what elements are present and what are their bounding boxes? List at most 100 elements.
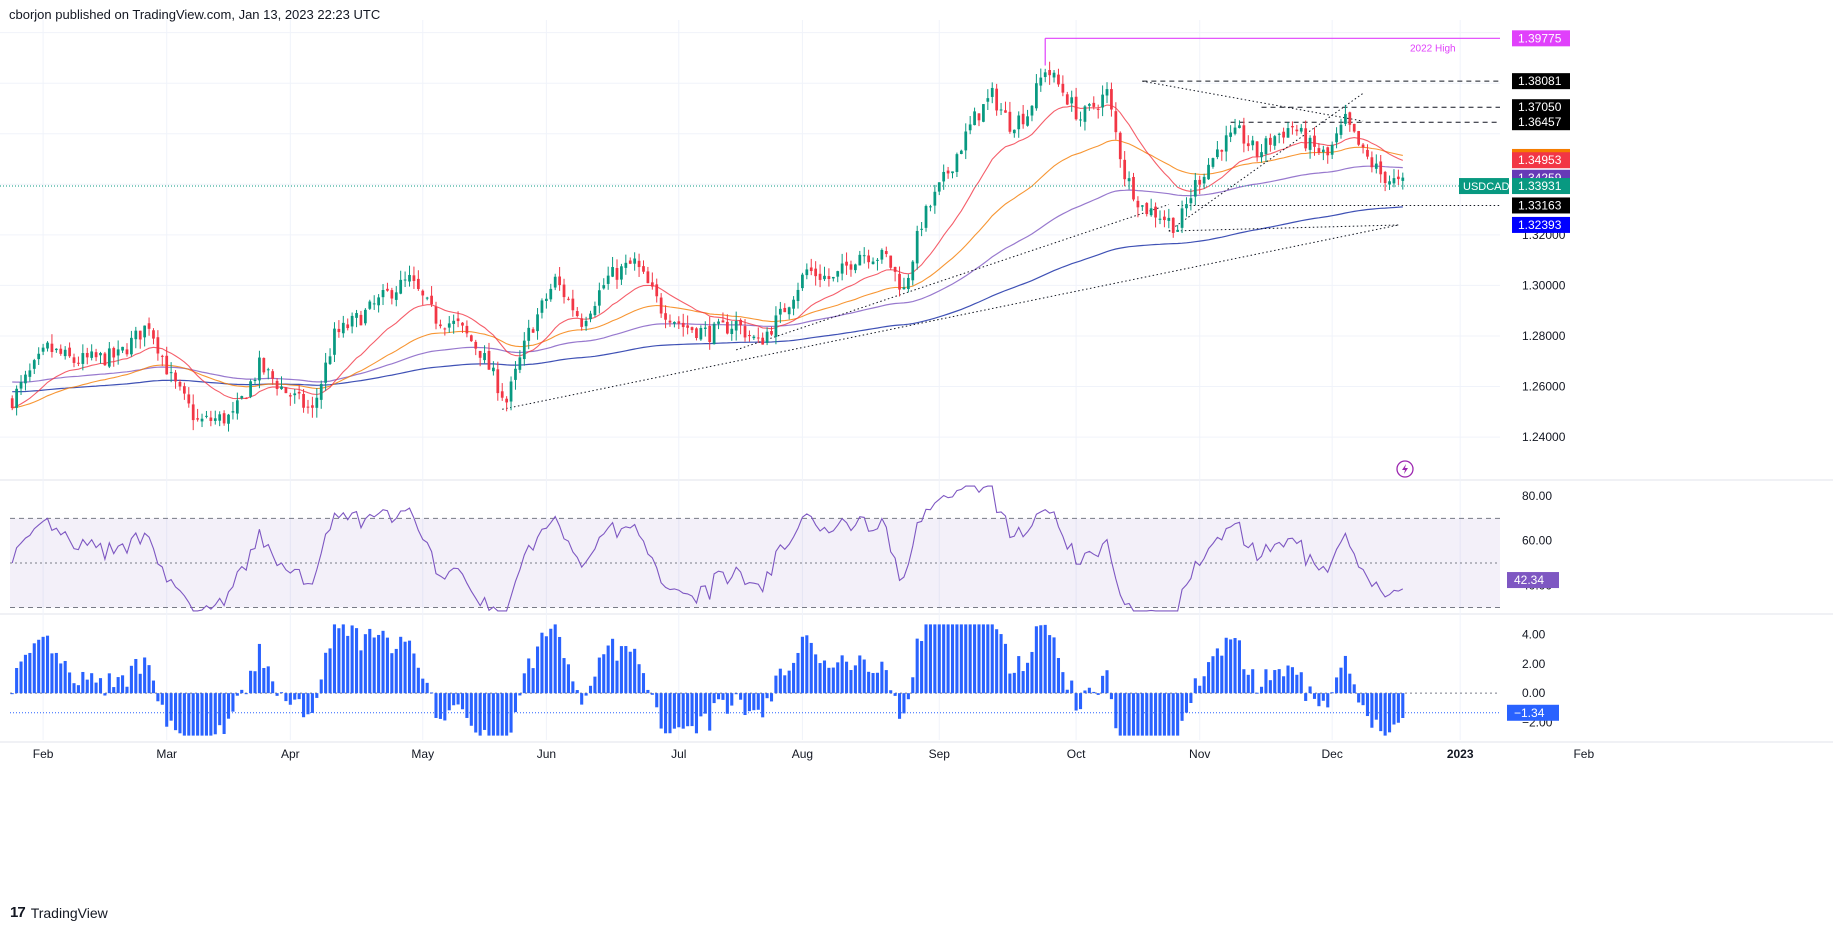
momentum-bar xyxy=(884,670,888,694)
momentum-bar xyxy=(1021,671,1025,694)
momentum-bar xyxy=(619,646,623,694)
momentum-bar xyxy=(593,676,597,694)
candle-body xyxy=(355,313,358,318)
momentum-bar xyxy=(385,637,389,694)
candle-body xyxy=(854,264,857,271)
momentum-bar xyxy=(968,624,972,694)
candle-body xyxy=(1030,105,1034,116)
candle-body xyxy=(884,251,888,255)
flash-icon-bolt xyxy=(1402,464,1408,474)
momentum-bar xyxy=(690,693,694,727)
momentum-bar xyxy=(527,658,531,694)
candle-body xyxy=(1065,94,1069,105)
momentum-bar xyxy=(540,632,544,694)
candle-body xyxy=(63,349,67,357)
tradingview-footer[interactable]: 17 TradingView xyxy=(10,904,108,921)
candle-body xyxy=(876,259,879,261)
candle-body xyxy=(946,170,950,174)
momentum-bar xyxy=(354,628,359,694)
momentum-bar xyxy=(1361,693,1365,706)
momentum-bar xyxy=(469,693,473,726)
candle-body xyxy=(514,368,517,380)
candle-body xyxy=(597,290,601,306)
candle-body xyxy=(1370,157,1374,168)
candle-body xyxy=(783,307,787,313)
candle-body xyxy=(72,357,76,363)
candle-body xyxy=(253,380,257,382)
y-tick-label: 1.26000 xyxy=(1522,380,1566,394)
momentum-bar xyxy=(103,693,107,696)
momentum-bar xyxy=(275,693,279,696)
candle-body xyxy=(333,328,336,355)
candle-body xyxy=(990,87,994,97)
momentum-bar xyxy=(756,693,760,710)
candle-body xyxy=(1379,161,1383,175)
candle-body xyxy=(1273,136,1277,146)
price-label-l1 xyxy=(1512,73,1570,90)
momentum-bar xyxy=(571,681,575,694)
candle-body xyxy=(1291,125,1294,128)
symbol-tag xyxy=(1459,178,1509,195)
candle-body xyxy=(721,320,725,323)
candle-body xyxy=(443,328,447,330)
candle-body xyxy=(235,400,239,414)
candle-body xyxy=(434,306,438,324)
momentum-bar xyxy=(703,693,707,714)
momentum-bar xyxy=(460,693,465,710)
momentum-bar xyxy=(739,693,743,700)
candle-body xyxy=(584,320,588,327)
candle-body xyxy=(787,307,791,315)
momentum-tick-label: 2.00 xyxy=(1522,657,1546,671)
candle-body xyxy=(483,353,486,361)
candle-body xyxy=(937,182,941,192)
candle-body xyxy=(244,398,248,400)
momentum-bar xyxy=(178,693,182,734)
momentum-current-text: −1.34 xyxy=(1514,706,1545,720)
momentum-bar xyxy=(1087,687,1091,694)
candle-body xyxy=(496,369,500,394)
candle-body xyxy=(977,113,981,121)
flash-icon xyxy=(1396,460,1414,478)
candle-body xyxy=(1260,152,1263,158)
momentum-bar xyxy=(1229,639,1233,694)
momentum-bar xyxy=(1189,693,1193,704)
momentum-bar xyxy=(191,693,195,736)
candle-body xyxy=(284,387,288,394)
candle-body xyxy=(778,308,782,315)
momentum-bar xyxy=(875,672,880,694)
candle-body xyxy=(968,124,972,131)
candle-body xyxy=(1140,205,1144,207)
candle-body xyxy=(717,321,720,324)
candle-body xyxy=(403,279,407,281)
momentum-bar xyxy=(1295,674,1299,694)
momentum-bar xyxy=(955,624,959,694)
candle-body xyxy=(59,348,63,354)
momentum-bar xyxy=(483,693,487,730)
momentum-bar xyxy=(443,693,447,721)
momentum-bar xyxy=(478,693,482,736)
momentum-bar xyxy=(990,624,994,694)
candle-body xyxy=(1110,89,1113,110)
candle-body xyxy=(368,301,372,309)
momentum-bar xyxy=(1246,674,1250,694)
candle-body xyxy=(46,342,49,349)
momentum-bar xyxy=(867,671,871,694)
momentum-bar xyxy=(1224,637,1228,694)
candle-body xyxy=(1048,70,1051,76)
momentum-bar xyxy=(165,693,169,727)
momentum-bar xyxy=(588,685,593,694)
candle-body xyxy=(1163,216,1166,221)
price-label-ema200 xyxy=(1512,216,1570,233)
candle-body xyxy=(1220,149,1224,152)
momentum-bar xyxy=(1003,643,1008,694)
candle-body xyxy=(836,271,840,277)
momentum-bar xyxy=(302,693,306,718)
ema-100-line xyxy=(12,165,1403,383)
candle-body xyxy=(1189,198,1193,204)
candle-body xyxy=(1149,208,1153,216)
momentum-bar xyxy=(1105,670,1109,694)
candle-body xyxy=(858,254,862,266)
candle-body xyxy=(90,351,94,358)
candle-body xyxy=(995,88,999,111)
